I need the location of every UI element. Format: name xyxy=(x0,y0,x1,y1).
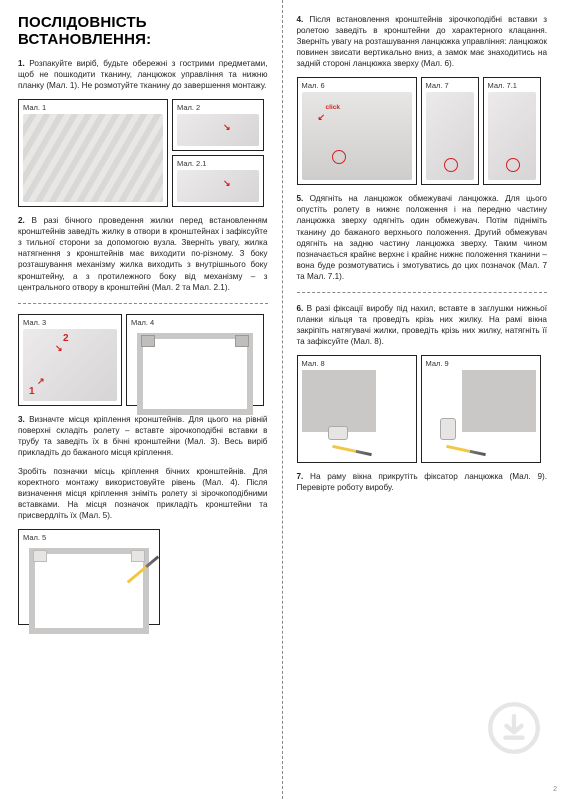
paragraph-6: 6. В разі фіксації виробу під нахил, вст… xyxy=(297,303,548,347)
fig4-bracket-right xyxy=(235,335,249,347)
fig71-circle-icon xyxy=(506,158,520,172)
fig8-panel xyxy=(302,370,376,432)
paragraph-2: 2. В разі бічного проведення жилки перед… xyxy=(18,215,268,292)
fig5-bracket-right xyxy=(131,550,145,562)
left-column: ПОСЛІДОВНІСТЬ ВСТАНОВЛЕННЯ: 1. Розпакуйт… xyxy=(0,0,283,799)
fig8-tensioner xyxy=(328,426,348,440)
fig4-bracket-left xyxy=(141,335,155,347)
main-heading: ПОСЛІДОВНІСТЬ ВСТАНОВЛЕННЯ: xyxy=(18,14,268,48)
fig21-diagram xyxy=(177,170,259,202)
figure-8: Мал. 8 xyxy=(297,355,417,463)
figure-2-stack: Мал. 2 ↘ Мал. 2.1 ↘ xyxy=(172,99,264,207)
figure-row-3: Мал. 5 xyxy=(18,529,268,625)
fig6-circle-icon xyxy=(332,150,346,164)
fig6-arrow-icon: ↙ xyxy=(318,112,326,123)
figure-7-stack: Мал. 7 Мал. 7.1 xyxy=(421,77,541,185)
fig6-click-label: click xyxy=(326,104,340,111)
fig2-label: Мал. 2 xyxy=(177,103,200,112)
divider-1 xyxy=(18,303,268,304)
figure-3: Мал. 3 1 2 ↗ ↘ xyxy=(18,314,122,406)
fig9-label: Мал. 9 xyxy=(426,359,449,368)
fig6-diagram xyxy=(302,92,412,180)
fig7-label: Мал. 7 xyxy=(426,81,449,90)
page-container: ПОСЛІДОВНІСТЬ ВСТАНОВЛЕННЯ: 1. Розпакуйт… xyxy=(0,0,565,799)
figure-6: Мал. 6 click ↙ xyxy=(297,77,417,185)
fig3-arrow1-icon: ↗ xyxy=(37,376,45,387)
right-column: 4. Після встановлення кронштейнів зірочк… xyxy=(283,0,565,799)
p2-text: В разі бічного проведення жилки перед вс… xyxy=(18,216,268,291)
fig2-diagram xyxy=(177,114,259,146)
fig71-label: Мал. 7.1 xyxy=(488,81,517,90)
fig5-label: Мал. 5 xyxy=(23,533,46,542)
fig1-diagram xyxy=(23,114,163,202)
p1-number: 1. xyxy=(18,59,25,68)
fig1-label: Мал. 1 xyxy=(23,103,46,112)
figure-7: Мал. 7 xyxy=(421,77,479,185)
fig9-panel xyxy=(462,370,536,432)
page-number: 2 xyxy=(553,786,557,793)
figure-row-5: Мал. 8 Мал. 9 xyxy=(297,355,548,463)
figure-1: Мал. 1 xyxy=(18,99,168,207)
fig6-label: Мал. 6 xyxy=(302,81,325,90)
paragraph-1: 1. Розпакуйте виріб, будьте обережні з г… xyxy=(18,58,268,91)
paragraph-4: 4. Після встановлення кронштейнів зірочк… xyxy=(297,14,548,69)
fig3-diagram xyxy=(23,329,117,401)
figure-4: Мал. 4 xyxy=(126,314,264,406)
paragraph-7: 7. На раму вікна прикрутіть фіксатор лан… xyxy=(297,471,548,493)
fig8-label: Мал. 8 xyxy=(302,359,325,368)
paragraph-3a: 3. Визначте місця кріплення кронштейнів.… xyxy=(18,414,268,458)
figure-row-2: Мал. 3 1 2 ↗ ↘ Мал. 4 xyxy=(18,314,268,406)
figure-5: Мал. 5 xyxy=(18,529,160,625)
paragraph-3b: Зробіть позначки місць кріплення бічних … xyxy=(18,466,268,521)
figure-7-1: Мал. 7.1 xyxy=(483,77,541,185)
figure-row-4: Мал. 6 click ↙ Мал. 7 Мал. 7.1 xyxy=(297,77,548,185)
fig3-arrow2-icon: ↘ xyxy=(55,343,63,354)
p6-text: В разі фіксації виробу під нахил, вставт… xyxy=(297,304,548,346)
divider-2 xyxy=(297,292,548,293)
fig3-num-2: 2 xyxy=(63,333,69,344)
p3-number: 3. xyxy=(18,415,25,424)
fig9-fixator xyxy=(440,418,456,440)
figure-2-1: Мал. 2.1 ↘ xyxy=(172,155,264,207)
fig2-arrow-icon: ↘ xyxy=(223,122,231,133)
fig21-arrow-icon: ↘ xyxy=(223,178,231,189)
fig9-screwdriver-icon xyxy=(446,445,486,456)
p1-text: Розпакуйте виріб, будьте обережні з гост… xyxy=(18,59,268,90)
fig21-label: Мал. 2.1 xyxy=(177,159,206,168)
fig3-num-1: 1 xyxy=(29,386,35,397)
fig3-label: Мал. 3 xyxy=(23,318,46,327)
p5-text: Одягніть на ланцюжок обмежувачі ланцюжка… xyxy=(297,194,548,280)
p3a-text: Визначте місця кріплення кронштейнів. Дл… xyxy=(18,415,268,457)
fig8-screwdriver-icon xyxy=(332,445,372,456)
p2-number: 2. xyxy=(18,216,25,225)
p4-text: Після встановлення кронштейнів зірочкопо… xyxy=(297,15,548,68)
fig5-bracket-left xyxy=(33,550,47,562)
p7-text: На раму вікна прикрутіть фіксатор ланцюж… xyxy=(297,472,548,492)
fig7-circle-icon xyxy=(444,158,458,172)
paragraph-5: 5. Одягніть на ланцюжок обмежувачі ланцю… xyxy=(297,193,548,282)
figure-2: Мал. 2 ↘ xyxy=(172,99,264,151)
figure-row-1: Мал. 1 Мал. 2 ↘ Мал. 2.1 ↘ xyxy=(18,99,268,207)
fig4-label: Мал. 4 xyxy=(131,318,154,327)
figure-9: Мал. 9 xyxy=(421,355,541,463)
